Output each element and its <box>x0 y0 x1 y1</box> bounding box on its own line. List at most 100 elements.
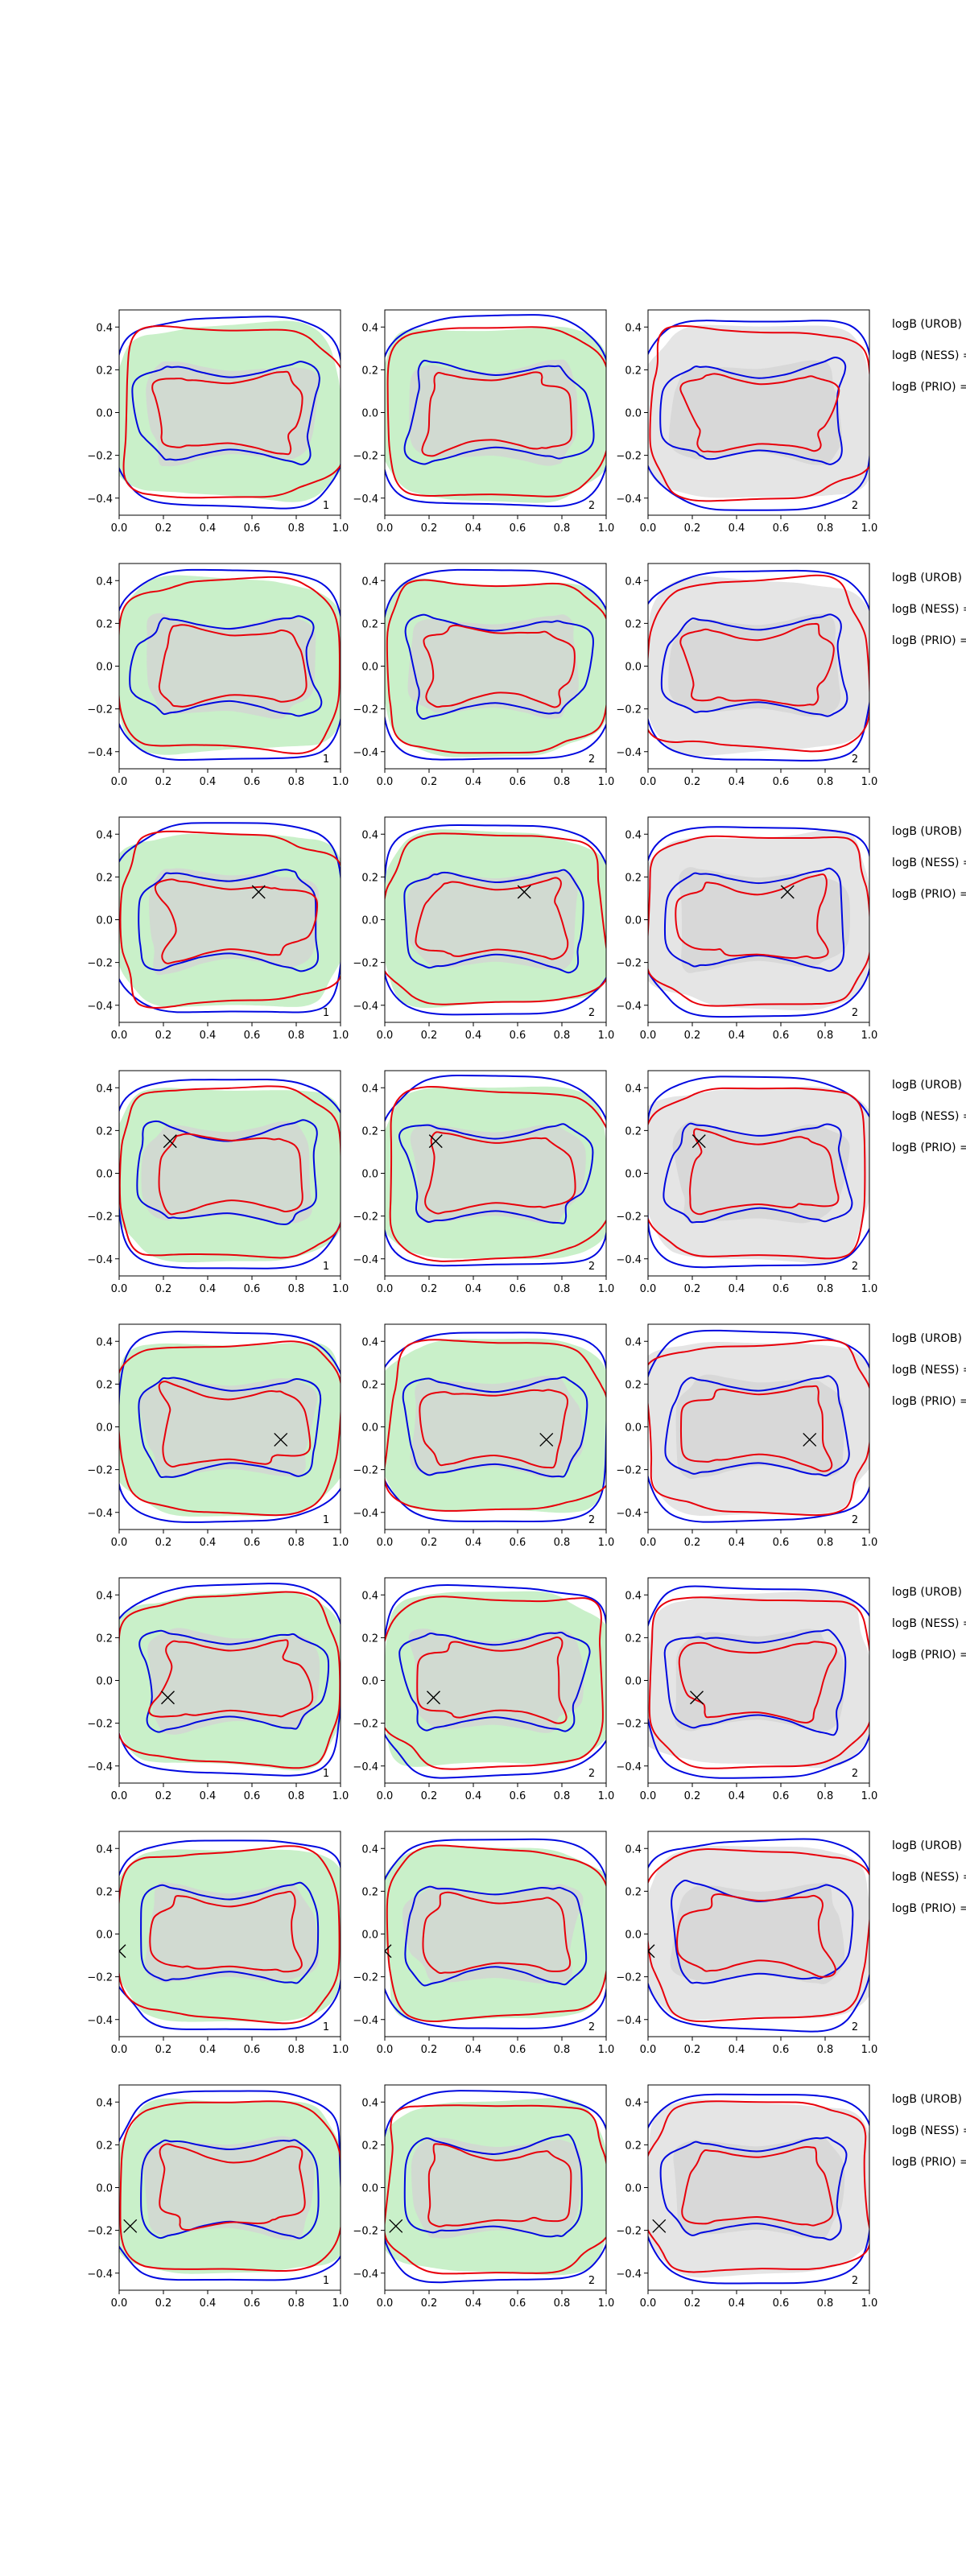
y-tick-label: −0.2 <box>87 1719 113 1731</box>
y-tick-label: 0.2 <box>361 1125 378 1137</box>
y-tick-label: 0.2 <box>625 365 642 377</box>
x-tick-label: 0.2 <box>421 2044 438 2056</box>
x-tick-label: 0.2 <box>684 1790 701 1802</box>
x-tick-label: 1.0 <box>598 1790 615 1802</box>
density-fill-inner <box>410 1123 586 1224</box>
panel-r5-c3: 0.0 0.2 0.4 0.6 0.8 1.0 0.4 0.2 0.0 −0.2 −0.4 2 <box>616 1323 877 1549</box>
y-tick-label: 0.4 <box>96 829 113 841</box>
density-fill-inner <box>149 868 320 976</box>
x-tick-label: 1.0 <box>332 2297 349 2310</box>
panel-id: 2 <box>852 2275 858 2287</box>
x-marker <box>123 2219 138 2233</box>
y-tick-label: −0.2 <box>353 451 378 463</box>
x-tick-label: 0.2 <box>155 1030 172 1042</box>
red-contour-inner <box>415 877 569 960</box>
y-tick-label: 0.4 <box>361 1843 378 1856</box>
density-fill-inner <box>675 1374 844 1480</box>
x-tick-label: 0.2 <box>155 522 172 535</box>
red-contour-outer <box>649 324 869 502</box>
panel-id: 1 <box>323 1007 329 1019</box>
red-contour-outer <box>385 1339 606 1512</box>
red-contour-outer <box>648 1848 869 2023</box>
panel-r8-c2: 0.0 0.2 0.4 0.6 0.8 1.0 0.4 0.2 0.0 −0.2 −0.4 2 <box>353 2084 614 2310</box>
panel-r3-c3: 0.0 0.2 0.4 0.6 0.8 1.0 0.4 0.2 0.0 −0.2 −0.4 2 <box>616 816 877 1042</box>
x-tick-label: 0.2 <box>684 522 701 535</box>
panel-r7-c1: 0.0 0.2 0.4 0.6 0.8 1.0 0.4 0.2 0.0 −0.2 −0.4 1 <box>87 1831 349 2056</box>
x-tick-label: 1.0 <box>861 1283 878 1295</box>
panel-r7-c2: 0.0 0.2 0.4 0.6 0.8 1.0 0.4 0.2 0.0 −0.2 −0.4 2 <box>353 1831 614 2056</box>
y-tick-label: 0.2 <box>361 1886 378 1898</box>
y-tick-label: 0.2 <box>96 1633 113 1645</box>
y-tick-label: −0.4 <box>616 1508 642 1520</box>
panel-id: 2 <box>588 500 595 512</box>
panel-id: 2 <box>852 500 858 512</box>
x-tick-label: 0.0 <box>640 1030 657 1042</box>
x-tick-label: 0.0 <box>377 1790 394 1802</box>
blue-contour-inner <box>138 869 320 972</box>
panel-id: 2 <box>588 753 595 766</box>
y-tick-label: 0.4 <box>361 829 378 841</box>
panel-r5-c2: 0.0 0.2 0.4 0.6 0.8 1.0 0.4 0.2 0.0 −0.2 −0.4 2 <box>353 1323 615 1549</box>
y-tick-label: 0.4 <box>96 1336 113 1348</box>
row-label: logB (PRIO) = <box>892 2156 966 2169</box>
y-tick-label: −0.2 <box>616 1972 642 1984</box>
panel-r1-c3: 0.0 0.2 0.4 0.6 0.8 1.0 0.4 0.2 0.0 −0.2 −0.4 2 <box>616 309 877 535</box>
red-contour-outer <box>119 1085 341 1259</box>
blue-contour-inner <box>663 1629 847 1736</box>
y-tick-label: 0.4 <box>625 1336 642 1348</box>
x-tick-label: 0.2 <box>684 2044 701 2056</box>
y-tick-label: 0.2 <box>361 365 378 377</box>
x-tick-label: 0.4 <box>729 776 745 788</box>
density-fill-inner <box>402 1884 584 1984</box>
y-tick-label: 0.4 <box>361 576 378 588</box>
panel-r2-c2: 0.0 0.2 0.4 0.6 0.8 1.0 0.4 0.2 0.0 −0.2 −0.4 2 <box>353 563 614 788</box>
y-tick-label: −0.2 <box>353 2226 378 2238</box>
blue-contour-outer <box>648 320 869 511</box>
red-contour-inner <box>422 1891 572 1975</box>
x-tick-label: 1.0 <box>598 1537 615 1549</box>
plot-area <box>385 1074 606 1267</box>
x-tick-label: 0.8 <box>554 522 571 535</box>
x-tick-label: 0.0 <box>377 2044 394 2056</box>
x-marker <box>251 885 266 899</box>
density-fill-inner <box>141 1121 313 1224</box>
x-tick-label: 0.8 <box>817 1283 834 1295</box>
x-tick-label: 0.0 <box>640 2044 657 2056</box>
blue-contour-inner <box>404 613 595 720</box>
x-tick-label: 1.0 <box>332 522 349 535</box>
y-tick-label: −0.2 <box>616 451 642 463</box>
blue-contour-inner <box>129 615 323 717</box>
blue-contour-outer <box>385 1074 606 1267</box>
blue-contour-outer <box>119 2090 341 2281</box>
panel-id: 2 <box>588 2275 595 2287</box>
y-tick-label: 0.2 <box>625 1125 642 1137</box>
x-tick-label: 0.4 <box>465 1537 482 1549</box>
x-tick-label: 0.4 <box>729 1283 745 1295</box>
x-tick-label: 0.8 <box>288 1283 305 1295</box>
x-marker <box>690 1690 704 1705</box>
x-tick-label: 0.6 <box>244 522 261 535</box>
y-tick-label: −0.2 <box>353 1719 378 1731</box>
y-tick-label: 0.4 <box>625 1843 642 1856</box>
blue-contour-inner <box>671 1879 854 1984</box>
y-tick-label: −0.4 <box>353 1001 378 1013</box>
blue-contour-outer <box>119 1078 341 1269</box>
y-tick-label: 0.2 <box>96 365 113 377</box>
x-tick-label: 1.0 <box>861 1790 878 1802</box>
x-tick-label: 0.6 <box>773 1790 790 1802</box>
y-tick-label: 0.0 <box>625 662 642 674</box>
panel-id: 2 <box>588 1261 595 1273</box>
x-tick-label: 0.4 <box>729 1030 745 1042</box>
y-tick-label: 0.4 <box>361 1590 378 1602</box>
x-tick-label: 0.2 <box>155 776 172 788</box>
x-tick-label: 0.6 <box>510 1790 526 1802</box>
x-tick-label: 0.4 <box>465 776 482 788</box>
density-fill-inner <box>147 613 316 720</box>
red-contour-inner <box>679 1385 833 1472</box>
panel-id: 2 <box>852 2021 858 2033</box>
y-tick-label: −0.2 <box>87 1465 113 1477</box>
red-contour-outer <box>648 2100 869 2273</box>
plot-area <box>648 1329 869 1523</box>
x-tick-label: 0.0 <box>111 2044 128 2056</box>
blue-contour-outer <box>119 822 341 1013</box>
